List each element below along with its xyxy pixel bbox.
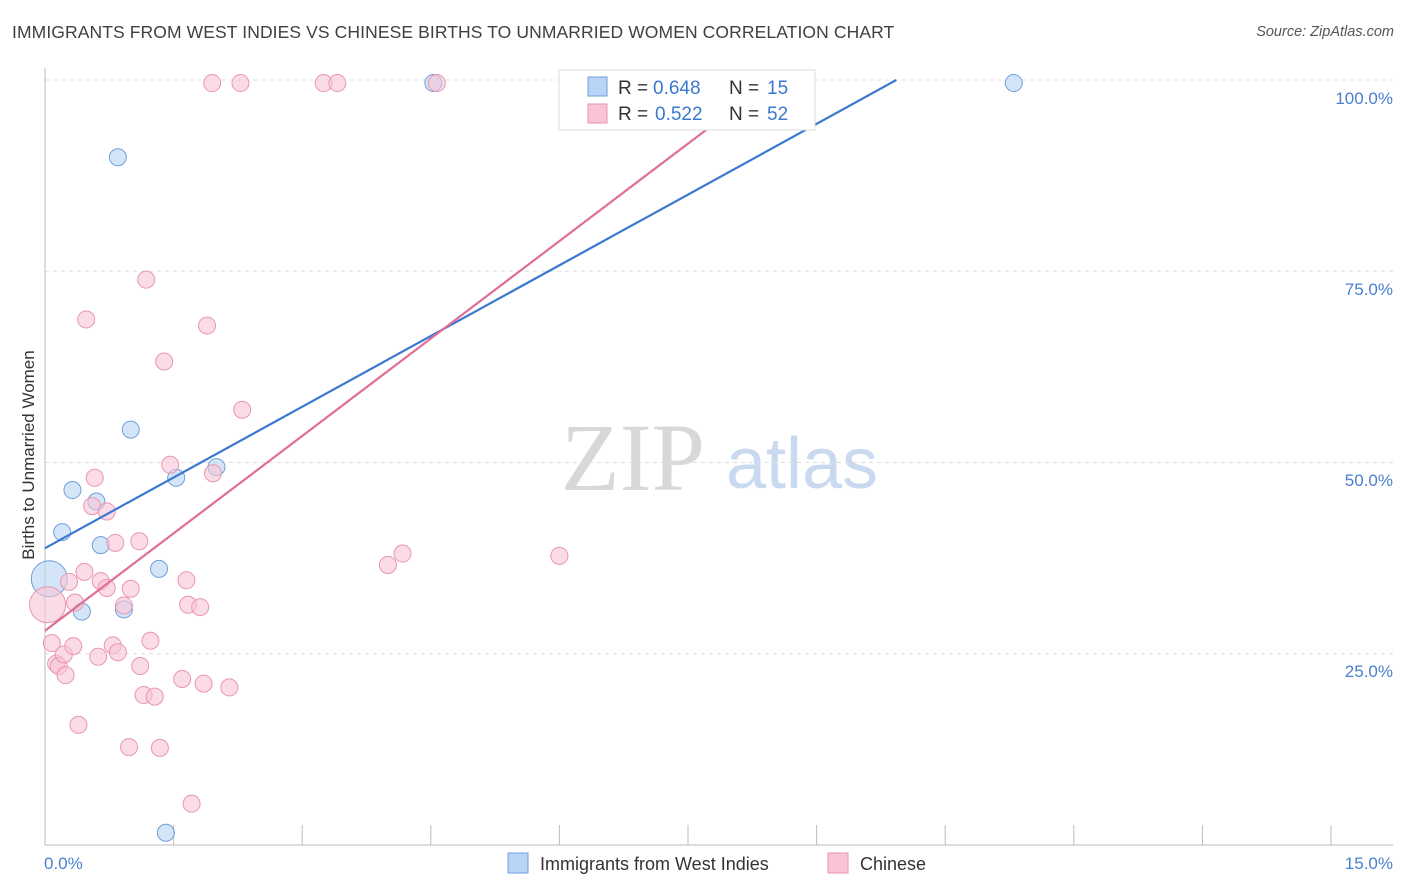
y-tick-label-100: 100.0% [1335, 89, 1393, 108]
stats-r-label-pink: R = [618, 104, 648, 125]
watermark-zip: ZIP [561, 404, 705, 511]
point-chinese [69, 715, 88, 734]
point-chinese [155, 352, 174, 371]
point-west-indies [108, 148, 127, 167]
legend-swatch-west-indies [507, 852, 529, 874]
point-chinese [191, 598, 210, 617]
stats-legend: R = 0.648 N = 15 R = 0.522 N = 52 [558, 69, 816, 131]
point-chinese [114, 596, 133, 615]
stats-n-value-blue: 15 [767, 78, 788, 99]
point-chinese [56, 666, 75, 685]
point-chinese [130, 532, 149, 551]
point-chinese [220, 678, 239, 697]
y-tick-label-25: 25.0% [1345, 662, 1393, 681]
point-chinese [378, 556, 397, 575]
point-chinese [150, 738, 169, 757]
x-tick-label-min: 0.0% [44, 854, 83, 873]
point-chinese [75, 562, 94, 581]
y-tick-label-50: 50.0% [1345, 471, 1393, 490]
source-label: Source: ZipAtlas.com [1256, 24, 1394, 40]
stats-n-value-pink: 52 [767, 104, 788, 125]
stats-n-label-blue: N = [729, 78, 759, 99]
point-chinese [393, 544, 412, 563]
stats-r-value-blue: 0.648 [653, 78, 701, 99]
stats-r-value-pink: 0.522 [655, 104, 703, 125]
chart-title: IMMIGRANTS FROM WEST INDIES VS CHINESE B… [12, 22, 895, 42]
point-chinese [145, 687, 164, 706]
point-chinese [173, 669, 192, 688]
stats-r-label-blue: R = [618, 78, 648, 99]
trend-lines [44, 79, 897, 632]
point-chinese [60, 572, 79, 591]
point-chinese [328, 74, 347, 93]
legend-label-west-indies: Immigrants from West Indies [540, 854, 769, 874]
point-chinese [233, 400, 252, 419]
point-chinese [194, 674, 213, 693]
legend-swatch-chinese [827, 852, 849, 874]
stats-legend-blue-swatch [587, 76, 608, 97]
series-legend: Immigrants from West Indies Chinese [507, 852, 926, 874]
point-chinese [42, 634, 61, 653]
point-chinese [85, 468, 104, 487]
point-chinese [203, 74, 222, 93]
grid [45, 79, 1393, 655]
point-chinese [64, 637, 83, 656]
point-chinese [204, 464, 223, 483]
axes [44, 68, 1393, 846]
point-chinese [106, 533, 125, 552]
stats-legend-pink-swatch [587, 103, 608, 124]
point-chinese [97, 578, 116, 597]
legend-label-chinese: Chinese [860, 854, 926, 874]
x-tick-label-max: 15.0% [1345, 854, 1393, 873]
point-chinese [121, 579, 140, 598]
point-chinese [231, 74, 250, 93]
point-chinese [182, 794, 201, 813]
point-chinese [108, 643, 127, 662]
y-axis-label: Births to Unmarried Women [19, 350, 38, 559]
point-chinese [77, 310, 96, 329]
point-west-indies [1004, 74, 1023, 93]
trend-line-chinese [44, 79, 773, 632]
point-chinese [120, 738, 139, 757]
point-chinese [198, 316, 217, 335]
point-chinese [177, 571, 196, 590]
points-layer [29, 74, 1023, 842]
point-chinese [550, 546, 569, 565]
point-chinese [29, 586, 67, 624]
point-west-indies [156, 823, 175, 842]
trend-line-west-indies [44, 79, 897, 550]
point-chinese [89, 647, 108, 666]
stats-n-label-pink: N = [729, 104, 759, 125]
point-chinese [141, 631, 160, 650]
point-chinese [427, 74, 446, 93]
watermark-atlas: atlas [726, 424, 878, 504]
point-chinese [161, 455, 180, 474]
point-west-indies [121, 420, 140, 439]
y-tick-label-75: 75.0% [1345, 280, 1393, 299]
point-chinese [131, 656, 150, 675]
point-west-indies [150, 559, 169, 578]
point-west-indies [63, 481, 82, 500]
point-chinese [137, 270, 156, 289]
